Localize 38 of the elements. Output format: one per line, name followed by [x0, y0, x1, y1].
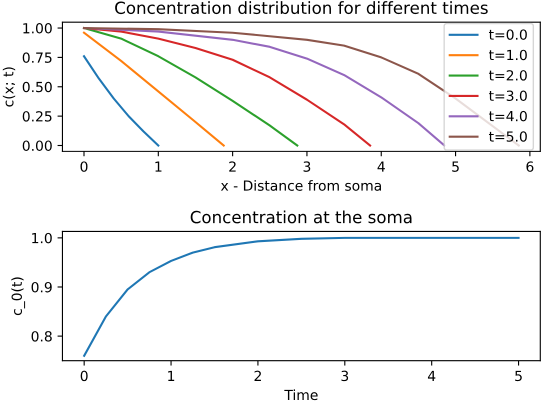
legend-label: t=0.0 [488, 29, 527, 40]
x-tick-label: 2 [254, 370, 261, 381]
x-tick-label: 4 [428, 370, 436, 381]
legend-label: t=3.0 [488, 90, 527, 101]
chart-title: Concentration distribution for different times [115, 1, 488, 14]
x-tick-label: 4 [378, 162, 385, 172]
x-tick-label: 2 [229, 161, 236, 172]
y-tick-label: 0.25 [22, 111, 52, 122]
x-tick-label: 6 [526, 161, 534, 172]
y-tick-label: 0.8 [32, 331, 52, 342]
legend-label: t=2.0 [488, 70, 527, 81]
y-tick-label: 0.00 [22, 140, 52, 151]
x-tick-label: 1 [168, 370, 174, 381]
legend-label: t=4.0 [488, 110, 527, 122]
x-tick-label: 5 [515, 370, 522, 382]
x-tick-label: 1 [155, 162, 162, 172]
y-axis-title: c(x; t) [2, 67, 16, 107]
legend-label: t=5.0 [488, 131, 527, 142]
line-series [82, 55, 160, 147]
y-tick-label: 1.0 [32, 232, 52, 244]
y-tick-label: 0.75 [22, 52, 52, 63]
line-series [82, 26, 372, 147]
x-axis-title: Time [284, 389, 318, 400]
chart-title: Concentration at the soma [190, 210, 412, 224]
line-series [82, 32, 225, 147]
x-tick-label: 3 [341, 370, 348, 382]
line-series [83, 236, 520, 357]
y-tick-label: 1.00 [23, 23, 52, 34]
legend-label: t=1.0 [488, 50, 527, 60]
x-tick-label: 0 [80, 161, 88, 172]
y-tick-label: 0.50 [22, 82, 52, 92]
y-tick-label: 0.9 [32, 282, 52, 292]
y-axis-title: c_0(t) [11, 277, 26, 316]
x-tick-label: 3 [304, 161, 310, 172]
x-axis-title: x - Distance from soma [220, 180, 381, 191]
x-tick-label: 5 [452, 162, 459, 172]
line-series [82, 26, 298, 147]
x-tick-label: 0 [80, 370, 88, 382]
